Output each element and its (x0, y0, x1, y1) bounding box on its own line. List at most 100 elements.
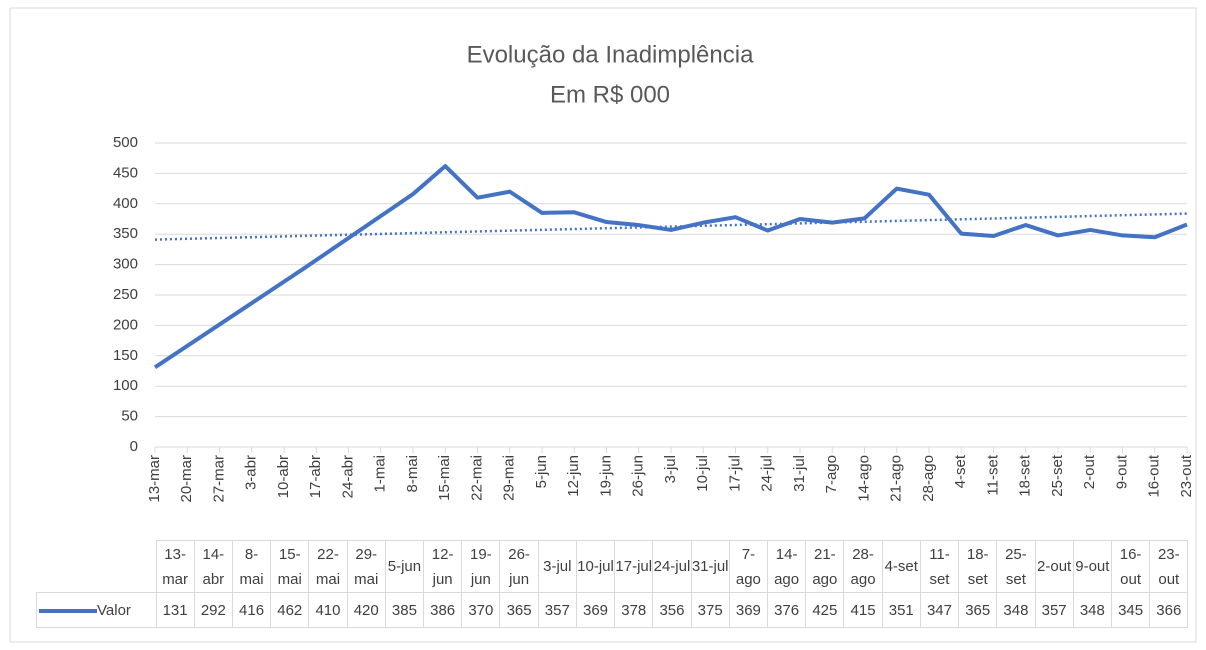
table-header: 15-mai (270, 540, 310, 593)
x-tick-label: 31-jul (791, 455, 808, 492)
legend-swatch (39, 608, 97, 613)
table-header: 25-set (996, 540, 1036, 593)
table-header: 31-jul (690, 540, 730, 593)
table-header: 24-jul (652, 540, 692, 593)
table-value: 370 (461, 592, 501, 628)
table-header: 28-ago (843, 540, 883, 593)
table-value: 378 (614, 592, 654, 628)
x-tick-label: 12-jun (565, 455, 582, 497)
table-corner (36, 540, 157, 593)
x-tick-label: 28-ago (920, 455, 937, 502)
table-header: 4-set (881, 540, 921, 593)
y-tick-label: 250 (113, 286, 138, 303)
x-tick-label: 23-out (1178, 454, 1195, 497)
x-tick-label: 1-mai (372, 455, 389, 493)
y-tick-label: 150 (113, 347, 138, 364)
table-header: 8-mai (231, 540, 272, 593)
x-tick-label: 29-mai (501, 455, 518, 501)
table-value: 386 (423, 592, 463, 628)
table-header: 29-mai (346, 540, 386, 593)
table-header: 21-ago (805, 540, 845, 593)
x-tick-label: 16-out (1146, 454, 1163, 497)
header-row: 13-mar 14-abr 8-mai 15-mai 22-mai 29-mai 5-jun… (36, 540, 1189, 593)
x-tick-label: 25-set (1049, 454, 1066, 497)
x-tick-label: 10-jul (694, 455, 711, 492)
table-value: 366 (1149, 592, 1189, 628)
table-header: 12-jun (423, 540, 463, 593)
table-value: 292 (193, 592, 233, 628)
table-header: 14-abr (193, 540, 233, 593)
table-value: 416 (231, 592, 272, 628)
data-table: 13-mar 14-abr 8-mai 15-mai 22-mai 29-mai 5-jun… (36, 540, 1189, 628)
table-value: 375 (690, 592, 730, 628)
x-tick-label: 14-ago (855, 455, 872, 502)
x-tick-label: 8-mai (404, 455, 421, 493)
legend-label: Valor (97, 601, 131, 619)
table-header: 2-out (1034, 540, 1074, 593)
table-value: 345 (1110, 592, 1151, 628)
x-tick-label: 22-mai (468, 455, 485, 501)
legend-cell: Valor (36, 592, 157, 628)
y-tick-label: 350 (113, 225, 138, 242)
x-tick-label: 15-mai (436, 455, 453, 501)
table-header: 26-jun (499, 540, 539, 593)
x-tick-label: 20-mar (178, 455, 195, 503)
x-tick-label: 26-jun (630, 455, 647, 497)
table-value: 385 (384, 592, 425, 628)
y-tick-label: 200 (113, 316, 138, 333)
table-header: 7-ago (728, 540, 769, 593)
x-tick-label: 17-jul (726, 455, 743, 492)
trendline (154, 212, 1188, 241)
table-value: 131 (155, 592, 195, 628)
table-header: 13-mar (155, 540, 195, 593)
table-value: 376 (766, 592, 807, 628)
table-value: 347 (919, 592, 960, 628)
chart-subtitle: Em R$ 000 (550, 81, 670, 108)
table-value: 462 (270, 592, 310, 628)
table-header: 14-ago (766, 540, 807, 593)
y-tick-label: 300 (113, 256, 138, 273)
x-tick-label: 5-jun (533, 455, 550, 488)
x-tick-label: 11-set (984, 454, 1001, 495)
table-value: 365 (499, 592, 539, 628)
table-value: 351 (881, 592, 921, 628)
y-tick-label: 500 (113, 134, 138, 151)
x-tick-label: 21-ago (888, 455, 905, 502)
x-tick-label: 24-jul (759, 455, 776, 492)
table-header: 3-jul (537, 540, 577, 593)
x-tick-label: 9-out (1113, 454, 1130, 489)
table-value: 356 (652, 592, 692, 628)
table-value: 369 (728, 592, 769, 628)
table-value: 415 (843, 592, 883, 628)
y-tick-label: 50 (121, 408, 138, 425)
table-header: 9-out (1072, 540, 1112, 593)
table-value: 365 (958, 592, 998, 628)
table-value: 369 (575, 592, 616, 628)
table-value: 420 (346, 592, 386, 628)
x-tick-label: 19-jun (597, 455, 614, 497)
table-value: 357 (1034, 592, 1074, 628)
x-tick-label: 3-abr (243, 455, 260, 490)
table-header: 11-set (919, 540, 960, 593)
series-line (153, 164, 1188, 370)
table-header: 22-mai (308, 540, 348, 593)
table-header: 10-jul (575, 540, 616, 593)
x-tick-label: 24-abr (339, 455, 356, 498)
x-tick-label: 17-abr (307, 455, 324, 498)
table-header: 5-jun (384, 540, 425, 593)
table-value: 357 (537, 592, 577, 628)
x-tick-label: 2-out (1081, 454, 1098, 489)
table-value: 348 (996, 592, 1036, 628)
table-value: 425 (805, 592, 845, 628)
x-tick-label: 4-set (952, 454, 969, 488)
table-value: 410 (308, 592, 348, 628)
table-value: 348 (1072, 592, 1112, 628)
table-header: 19-jun (461, 540, 501, 593)
x-tick-label: 7-ago (823, 455, 840, 493)
y-tick-label: 100 (113, 377, 138, 394)
x-tick-label: 13-mar (146, 455, 163, 503)
x-tick-label: 27-mar (210, 455, 227, 503)
table-header: 18-set (958, 540, 998, 593)
